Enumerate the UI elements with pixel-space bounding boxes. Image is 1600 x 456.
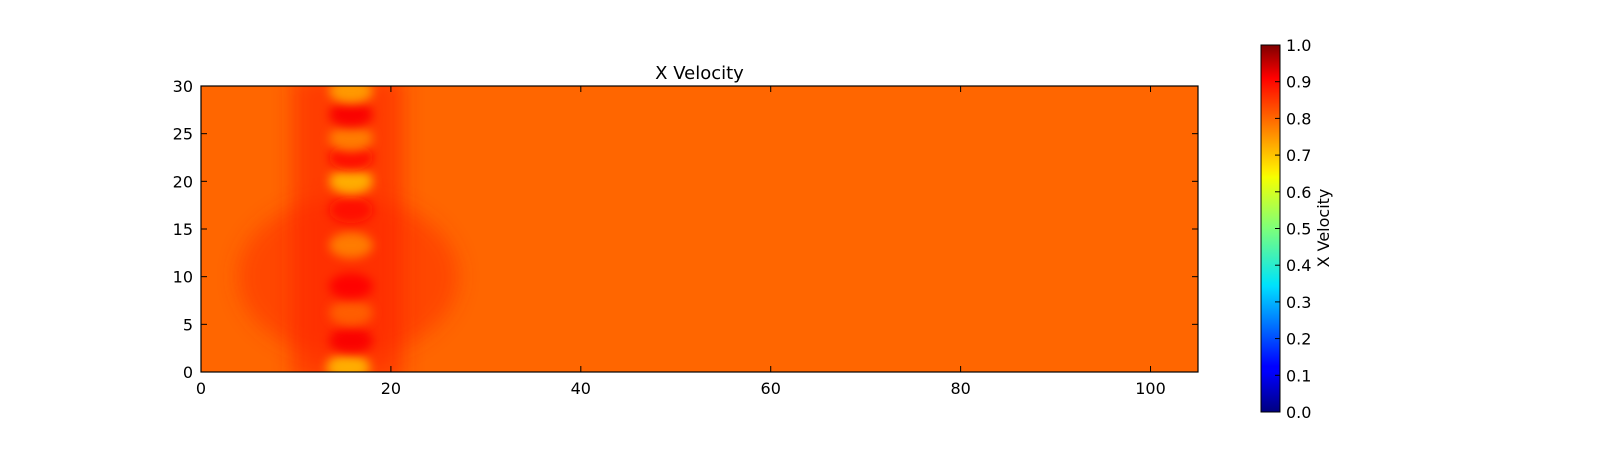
velocity-blob — [329, 327, 374, 354]
colorbar-tick-label: 0.6 — [1286, 183, 1311, 202]
colorbar-tick-label: 0.2 — [1286, 330, 1311, 349]
velocity-blob — [329, 125, 374, 152]
chart-title: X Velocity — [655, 63, 744, 84]
velocity-blob — [326, 354, 371, 372]
y-tick-label: 5 — [183, 315, 193, 334]
x-tick-label: 40 — [571, 379, 591, 398]
y-axis: 0 5 10 15 20 25 30 — [173, 77, 1198, 382]
y-tick-label: 15 — [173, 220, 193, 239]
colorbar-tick-label: 0.4 — [1286, 256, 1311, 275]
x-tick-label: 20 — [381, 379, 401, 398]
y-tick-label: 20 — [173, 172, 193, 191]
velocity-blob — [329, 299, 374, 326]
colorbar-tick-label: 0.1 — [1286, 366, 1311, 385]
colorbar-ticks: 0.0 0.1 0.2 0.3 0.4 0.5 0.6 0.7 0.8 0.9 1.0 — [1275, 36, 1311, 422]
y-tick-label: 0 — [183, 363, 193, 382]
velocity-blob — [329, 168, 374, 195]
x-tick-label: 60 — [761, 379, 781, 398]
colorbar-tick-label: 0.3 — [1286, 293, 1311, 312]
velocity-blob — [329, 232, 374, 259]
velocity-field — [238, 86, 459, 372]
x-tick-label: 80 — [950, 379, 970, 398]
colorbar-tick-label: 0.5 — [1286, 220, 1311, 239]
colorbar-tick-label: 0.7 — [1286, 146, 1311, 165]
colorbar-tick-label: 1.0 — [1286, 36, 1311, 55]
colorbar: 0.0 0.1 0.2 0.3 0.4 0.5 0.6 0.7 0.8 0.9 1.0 X Velo… — [1260, 36, 1333, 422]
x-tick-label: 0 — [196, 379, 206, 398]
y-tick-label: 10 — [173, 268, 193, 287]
y-tick-label: 25 — [173, 125, 193, 144]
velocity-blob — [329, 86, 374, 104]
colorbar-tick-label: 0.9 — [1286, 73, 1311, 92]
colorbar-tick-label: 0.8 — [1286, 109, 1311, 128]
velocity-blob — [329, 144, 374, 171]
x-axis: 0 20 40 60 80 100 — [196, 86, 1166, 398]
y-tick-label: 30 — [173, 77, 193, 96]
colorbar-tick-label: 0.0 — [1286, 403, 1311, 422]
velocity-blob — [329, 101, 374, 128]
colorbar-label: X Velocity — [1314, 189, 1333, 268]
plot-area — [200, 85, 1199, 373]
velocity-blob — [329, 196, 374, 223]
velocity-blob — [329, 273, 374, 300]
x-tick-label: 100 — [1135, 379, 1166, 398]
